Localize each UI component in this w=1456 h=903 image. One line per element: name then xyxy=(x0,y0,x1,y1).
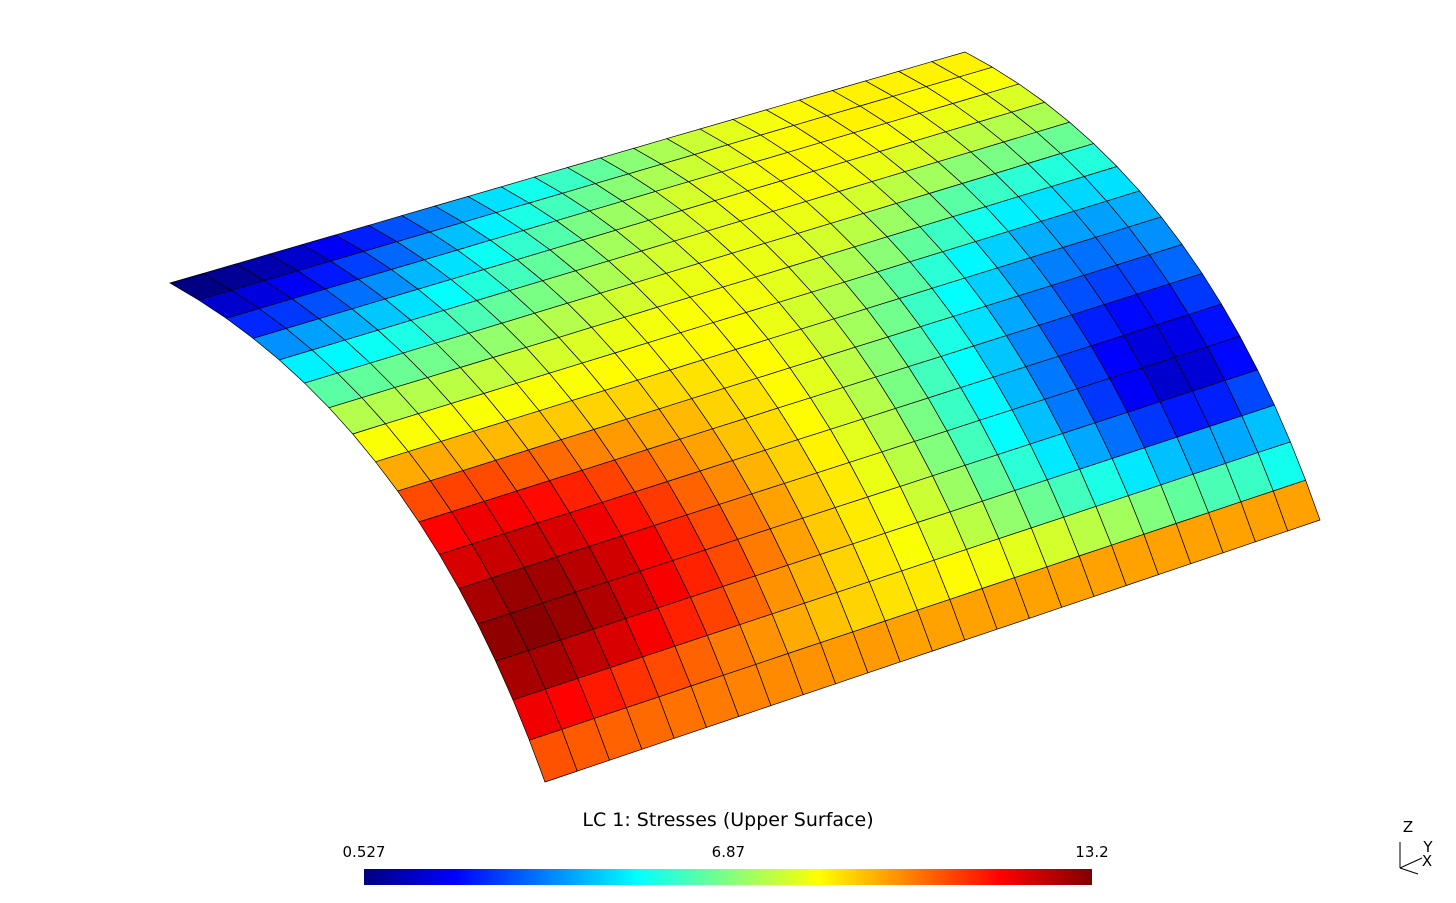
axis-triad: Z Y X xyxy=(1399,818,1433,875)
colorbar-ticks: 0.527 6.87 13.2 xyxy=(343,843,1109,861)
mesh xyxy=(169,51,1321,783)
plot-title: LC 1: Stresses (Upper Surface) xyxy=(582,809,873,831)
colorbar-tick-label: 0.527 xyxy=(343,843,386,861)
element xyxy=(1272,479,1321,532)
colorbar xyxy=(364,869,1092,885)
triad-z-label: Z xyxy=(1403,818,1413,836)
colorbar-tick-label: 6.87 xyxy=(712,843,745,861)
triad-y-axis xyxy=(1399,857,1423,869)
triad-x-label: X xyxy=(1422,852,1432,870)
colorbar-tick-label: 13.2 xyxy=(1075,843,1108,861)
triad-x-axis xyxy=(1399,867,1419,875)
triad-y-label: Y xyxy=(1422,838,1433,856)
